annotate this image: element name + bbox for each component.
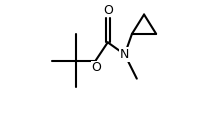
Text: O: O [103, 4, 113, 17]
Text: O: O [91, 61, 101, 74]
Text: N: N [119, 48, 129, 61]
